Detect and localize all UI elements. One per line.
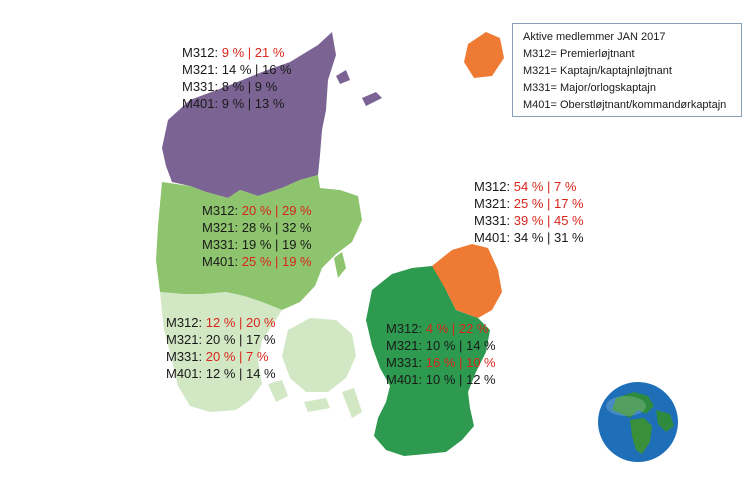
stat-row: M401: 12 % | 14 %: [166, 365, 276, 382]
region-capital: [432, 244, 502, 318]
stat-values: 9 % | 13 %: [221, 96, 285, 111]
stat-values: 20 % | 29 %: [241, 203, 312, 218]
globe-icon: [598, 382, 678, 462]
stat-values: 10 % | 14 %: [425, 338, 496, 353]
stat-code: M312:: [474, 179, 514, 194]
stat-row: M331: 16 % | 10 %: [386, 354, 496, 371]
stats-zealand: M312: 4 % | 22 % M321: 10 % | 14 % M331: 1…: [386, 320, 496, 388]
stat-values: 34 % | 31 %: [513, 230, 584, 245]
island-als: [268, 380, 288, 402]
stat-row: M321: 10 % | 14 %: [386, 337, 496, 354]
stat-code: M401:: [202, 254, 242, 269]
stat-row: M401: 9 % | 13 %: [182, 95, 292, 112]
stat-values: 10 % | 12 %: [425, 372, 496, 387]
legend-item: M312= Premierløjtnant: [523, 48, 635, 60]
stat-values: 25 % | 17 %: [513, 196, 584, 211]
stat-code: M321:: [202, 220, 242, 235]
stat-row: M312: 54 % | 7 %: [474, 178, 584, 195]
island-samso: [334, 252, 346, 278]
island-funen: [282, 318, 356, 392]
stat-row: M312: 12 % | 20 %: [166, 314, 276, 331]
legend-title: Aktive medlemmer JAN 2017: [523, 31, 666, 43]
island-laeso: [336, 70, 350, 84]
stat-values: 12 % | 20 %: [205, 315, 276, 330]
stats-capital: M312: 54 % | 7 % M321: 25 % | 17 % M331: 3…: [474, 178, 584, 246]
stat-row: M331: 19 % | 19 %: [202, 236, 312, 253]
stat-code: M321:: [182, 62, 222, 77]
stat-code: M312:: [182, 45, 222, 60]
stat-code: M331:: [166, 349, 206, 364]
stat-code: M321:: [474, 196, 514, 211]
stat-code: M321:: [386, 338, 426, 353]
stat-code: M331:: [202, 237, 242, 252]
region-zealand: [366, 262, 490, 456]
stat-values: 39 % | 45 %: [513, 213, 584, 228]
stat-values: 16 % | 10 %: [425, 355, 496, 370]
stat-row: M331: 20 % | 7 %: [166, 348, 276, 365]
legend-item: M321= Kaptajn/kaptajnløjtnant: [523, 65, 672, 77]
stat-values: 25 % | 19 %: [241, 254, 312, 269]
stat-row: M331: 8 % | 9 %: [182, 78, 292, 95]
stat-row: M312: 20 % | 29 %: [202, 202, 312, 219]
stat-row: M401: 25 % | 19 %: [202, 253, 312, 270]
bornholm-icon: [464, 32, 504, 78]
stat-values: 14 % | 16 %: [221, 62, 292, 77]
stats-south: M312: 12 % | 20 % M321: 20 % | 17 % M331: …: [166, 314, 276, 382]
island-anholt: [362, 92, 382, 106]
stat-values: 20 % | 17 %: [205, 332, 276, 347]
stat-code: M312:: [166, 315, 206, 330]
stat-code: M312:: [386, 321, 426, 336]
legend-item: M331= Major/orlogskaptajn: [523, 82, 656, 94]
stat-code: M331:: [474, 213, 514, 228]
stat-values: 20 % | 7 %: [205, 349, 269, 364]
stats-north: M312: 9 % | 21 % M321: 14 % | 16 % M331: 8…: [182, 44, 292, 112]
stat-values: 8 % | 9 %: [221, 79, 278, 94]
region-north: [162, 32, 336, 198]
stat-row: M312: 9 % | 21 %: [182, 44, 292, 61]
stat-row: M331: 39 % | 45 %: [474, 212, 584, 229]
region-south: [160, 292, 282, 412]
stat-row: M321: 28 % | 32 %: [202, 219, 312, 236]
stat-code: M401:: [166, 366, 206, 381]
stat-values: 28 % | 32 %: [241, 220, 312, 235]
region-mid: [156, 175, 362, 310]
stat-row: M312: 4 % | 22 %: [386, 320, 496, 337]
stat-code: M321:: [166, 332, 206, 347]
stat-values: 19 % | 19 %: [241, 237, 312, 252]
stat-code: M401:: [182, 96, 222, 111]
island-aero: [304, 398, 330, 412]
stat-code: M312:: [202, 203, 242, 218]
stat-row: M321: 14 % | 16 %: [182, 61, 292, 78]
stat-row: M401: 34 % | 31 %: [474, 229, 584, 246]
stat-code: M331:: [182, 79, 222, 94]
stat-row: M321: 20 % | 17 %: [166, 331, 276, 348]
legend: Aktive medlemmer JAN 2017 M312= Premierl…: [512, 23, 742, 117]
stat-code: M331:: [386, 355, 426, 370]
stat-values: 12 % | 14 %: [205, 366, 276, 381]
stat-row: M401: 10 % | 12 %: [386, 371, 496, 388]
legend-item: M401= Oberstløjtnant/kommandørkaptajn: [523, 99, 727, 111]
stat-values: 9 % | 21 %: [221, 45, 285, 60]
stat-values: 54 % | 7 %: [513, 179, 577, 194]
island-langeland: [342, 388, 362, 418]
stats-mid: M312: 20 % | 29 % M321: 28 % | 32 % M331: …: [202, 202, 312, 270]
stat-code: M401:: [474, 230, 514, 245]
stat-values: 4 % | 22 %: [425, 321, 489, 336]
stat-code: M401:: [386, 372, 426, 387]
stat-row: M321: 25 % | 17 %: [474, 195, 584, 212]
